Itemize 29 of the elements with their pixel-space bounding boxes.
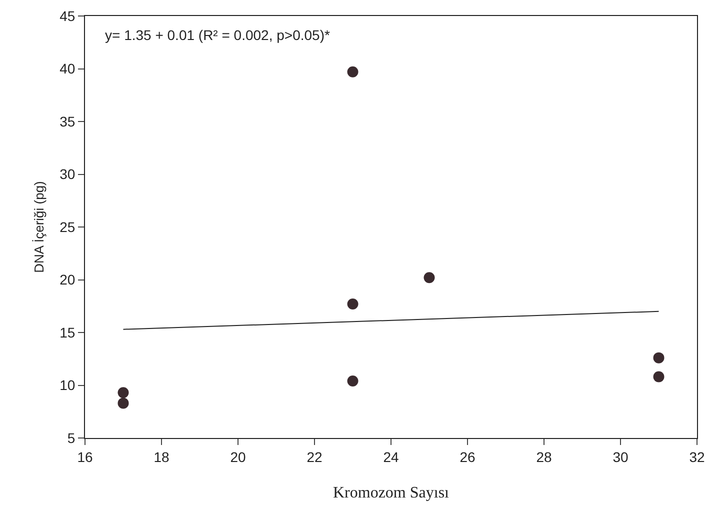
point	[653, 371, 664, 382]
x-tick-label: 18	[154, 448, 170, 465]
x-tick-label: 26	[460, 448, 476, 465]
point	[653, 352, 664, 364]
point	[347, 376, 358, 387]
y-tick-label: 5	[67, 430, 76, 446]
x-tick-label: 30	[612, 448, 628, 465]
y-axis-title: DNA İçeriği (pg)	[32, 181, 47, 273]
x-tick-label: 20	[230, 448, 246, 465]
x-tick-label: 22	[306, 448, 322, 465]
x-tick-label: 16	[77, 448, 93, 465]
y-tick-label: 10	[60, 377, 76, 394]
y-tick-label: 30	[60, 166, 76, 182]
x-tick-label: 32	[689, 448, 705, 465]
annotation: y= 1.35 + 0.01 (R² = 0.002, p>0.05)*	[105, 27, 330, 43]
point	[347, 66, 358, 78]
x-axis-title: Kromozom Sayısı	[333, 484, 450, 502]
y-tick-label: 40	[60, 60, 76, 77]
x-tick-label: 28	[536, 448, 552, 465]
y-tick-label: 20	[60, 272, 76, 288]
y-tick-label: 25	[60, 218, 76, 235]
point	[118, 387, 129, 398]
y-tick-label: 45	[60, 8, 76, 24]
y-tick-label: 35	[60, 113, 76, 130]
point	[118, 398, 129, 409]
y-tick-label: 15	[60, 324, 76, 340]
point	[347, 298, 358, 310]
point	[424, 272, 435, 284]
x-tick-label: 24	[383, 448, 399, 465]
